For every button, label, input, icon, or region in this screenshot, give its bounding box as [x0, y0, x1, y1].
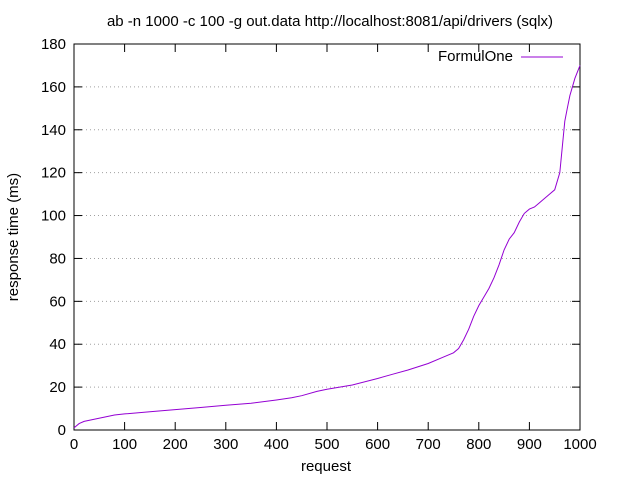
x-tick-label: 600 — [365, 436, 390, 453]
y-tick-label: 0 — [58, 422, 66, 439]
x-axis-ticks: 0 100 200 300 400 500 600 700 800 900 1000 — [70, 44, 597, 453]
y-axis-label: response time (ms) — [5, 173, 22, 301]
x-tick-label: 400 — [264, 436, 289, 453]
chart-title: ab -n 1000 -c 100 -g out.data http://loc… — [107, 13, 553, 30]
y-tick-label: 120 — [41, 165, 66, 182]
x-tick-label: 500 — [314, 436, 339, 453]
x-tick-label: 0 — [70, 436, 78, 453]
y-tick-label: 180 — [41, 36, 66, 53]
y-tick-label: 80 — [49, 250, 66, 267]
legend-label: FormulOne — [438, 48, 513, 65]
y-tick-label: 60 — [49, 293, 66, 310]
x-axis-label: request — [301, 458, 352, 475]
y-tick-label: 20 — [49, 379, 66, 396]
gridlines — [74, 86, 580, 388]
x-tick-label: 200 — [163, 436, 188, 453]
y-tick-label: 160 — [41, 79, 66, 96]
x-tick-label: 800 — [466, 436, 491, 453]
series-line-formulone — [73, 65, 581, 429]
x-tick-label: 100 — [112, 436, 137, 453]
y-tick-label: 140 — [41, 122, 66, 139]
y-tick-label: 100 — [41, 208, 66, 225]
plot-frame — [73, 43, 581, 431]
x-tick-label: 300 — [213, 436, 238, 453]
y-tick-label: 40 — [49, 336, 66, 353]
x-tick-label: 1000 — [563, 436, 596, 453]
legend: FormulOne — [438, 48, 563, 65]
x-tick-label: 900 — [517, 436, 542, 453]
y-axis-ticks: 0 20 40 60 80 100 120 140 160 180 — [41, 36, 580, 439]
x-tick-label: 700 — [416, 436, 441, 453]
